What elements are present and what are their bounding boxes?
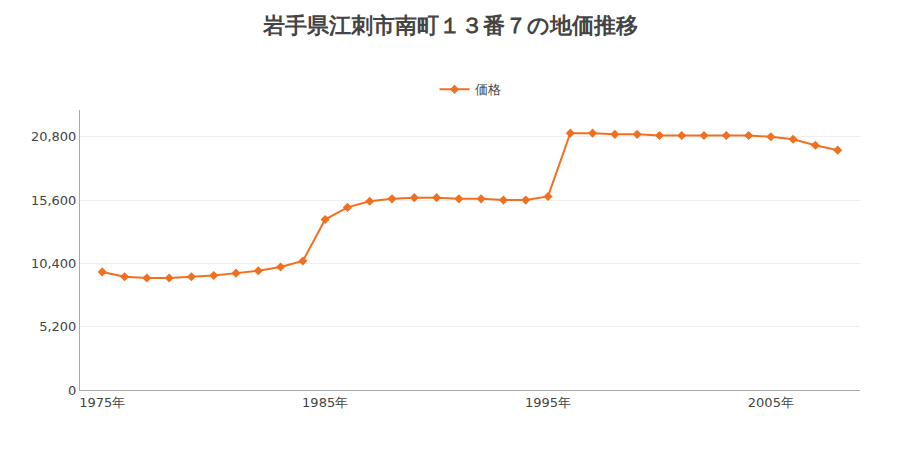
svg-text:価格: 価格 <box>475 82 501 97</box>
svg-text:1985年: 1985年 <box>302 395 348 410</box>
svg-text:10,400: 10,400 <box>31 256 77 271</box>
svg-text:20,800: 20,800 <box>31 129 77 144</box>
svg-text:5,200: 5,200 <box>39 319 76 334</box>
svg-text:15,600: 15,600 <box>31 193 77 208</box>
svg-text:0: 0 <box>68 383 76 398</box>
svg-text:岩手県江刺市南町１３番７の地価推移: 岩手県江刺市南町１３番７の地価推移 <box>262 13 638 38</box>
svg-text:1975年: 1975年 <box>79 395 125 410</box>
svg-text:1995年: 1995年 <box>525 395 571 410</box>
svg-text:2005年: 2005年 <box>748 395 794 410</box>
